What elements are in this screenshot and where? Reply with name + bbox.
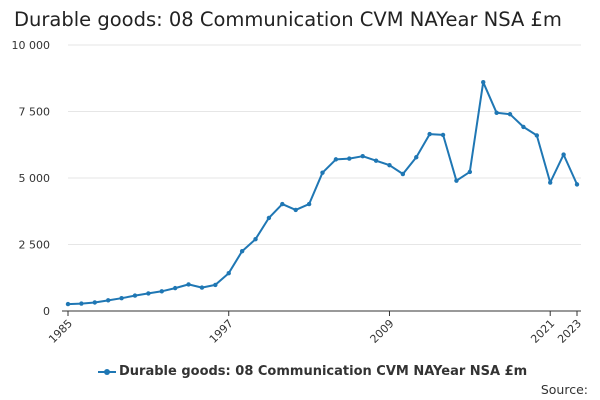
data-point[interactable] (306, 201, 312, 207)
data-point[interactable] (293, 207, 298, 213)
gridlines (68, 44, 581, 245)
data-point[interactable] (548, 180, 553, 185)
data-point[interactable] (387, 163, 392, 168)
data-point[interactable] (146, 291, 151, 296)
y-tick-label: 7 500 (19, 106, 51, 119)
data-point[interactable] (320, 170, 325, 175)
data-point[interactable] (119, 296, 124, 301)
data-point[interactable] (561, 152, 566, 157)
chart-title: Durable goods: 08 Communication CVM NAYe… (14, 8, 562, 31)
y-tick-label: 5 000 (19, 172, 51, 185)
y-axis-tick-labels: 0 2 500 5 000 7 500 10 000 (12, 39, 51, 318)
data-point[interactable] (213, 282, 218, 288)
x-tick-label: 1985 (46, 317, 75, 346)
data-point[interactable] (414, 155, 419, 160)
data-point[interactable] (159, 289, 164, 294)
data-point[interactable] (92, 300, 97, 305)
data-point[interactable] (132, 293, 138, 298)
data-point[interactable] (427, 131, 432, 137)
x-tick-label: 2009 (368, 317, 397, 346)
data-point[interactable] (494, 110, 499, 116)
y-tick-label: 10 000 (12, 39, 51, 52)
x-tick-label: 2023 (555, 317, 584, 346)
legend[interactable]: Durable goods: 08 Communication CVM NAYe… (98, 364, 527, 379)
data-point[interactable] (400, 171, 406, 177)
series-line (67, 81, 578, 306)
data-point[interactable] (521, 124, 526, 130)
legend-marker (104, 368, 110, 375)
data-point[interactable] (574, 182, 580, 187)
data-point[interactable] (360, 153, 365, 159)
x-tick-label: 2021 (528, 317, 557, 346)
legend-swatch (98, 368, 116, 375)
data-point[interactable] (253, 236, 258, 242)
y-tick-label: 0 (43, 305, 50, 318)
series-group (65, 80, 580, 307)
data-point[interactable] (79, 301, 84, 306)
data-point[interactable] (347, 156, 352, 161)
data-point[interactable] (199, 285, 205, 290)
data-point[interactable] (266, 215, 272, 221)
data-point[interactable] (373, 158, 379, 163)
y-tick-label: 2 500 (19, 239, 51, 252)
data-point[interactable] (226, 271, 231, 276)
data-point[interactable] (440, 132, 446, 138)
data-point[interactable] (172, 285, 178, 291)
data-point[interactable] (65, 301, 71, 307)
x-axis (62, 310, 581, 316)
data-point[interactable] (105, 298, 111, 303)
data-point[interactable] (280, 201, 285, 207)
legend-label: Durable goods: 08 Communication CVM NAYe… (119, 364, 528, 379)
source-label: Source: (540, 382, 588, 397)
data-point[interactable] (481, 80, 486, 85)
x-tick-label: 1997 (207, 317, 236, 346)
data-point[interactable] (454, 178, 459, 183)
data-point[interactable] (333, 157, 339, 162)
data-point[interactable] (507, 111, 513, 117)
data-point[interactable] (239, 248, 245, 254)
data-point[interactable] (186, 282, 191, 287)
data-point[interactable] (534, 133, 540, 138)
data-point[interactable] (467, 169, 473, 175)
